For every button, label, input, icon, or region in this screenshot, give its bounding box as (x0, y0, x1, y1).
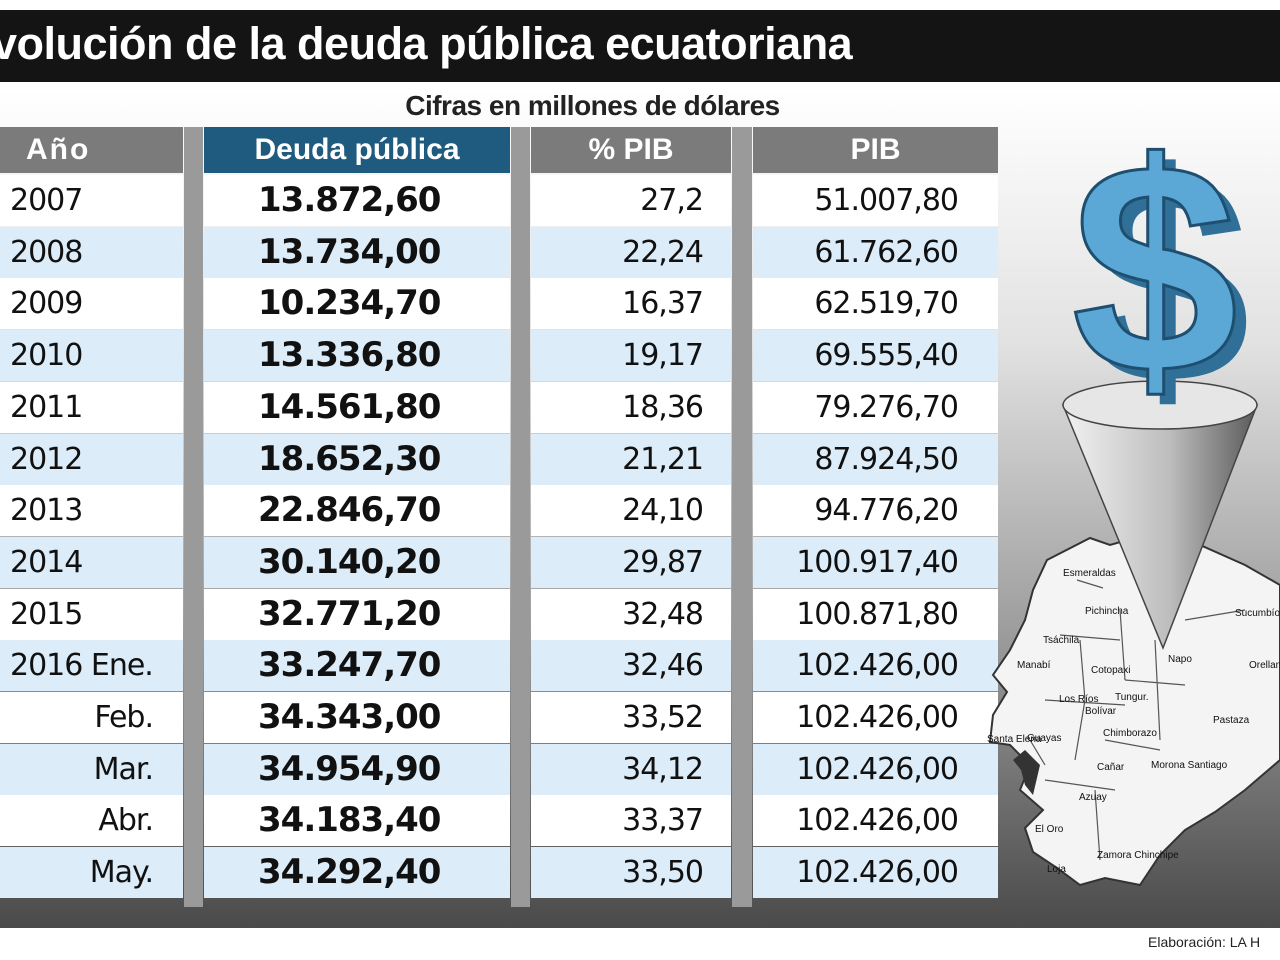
map-label: Guayas (1027, 733, 1061, 744)
column-separator (511, 127, 530, 907)
column-header-pib: PIB (753, 127, 998, 173)
table-cell-anio: 2008 (0, 227, 183, 278)
table-cell-pib-pct: 22,24 (531, 227, 731, 278)
map-label: Esmeraldas (1063, 568, 1116, 579)
table-cell-pib: 69.555,40 (753, 330, 998, 381)
table-cell-anio: 2016 Ene. (0, 640, 183, 691)
table-cell-anio: 2007 (0, 175, 183, 226)
map-label: Orellana (1249, 660, 1280, 671)
map-label: Cañar (1097, 762, 1125, 773)
map-label: Loja (1047, 864, 1066, 875)
table-cell-pib: 51.007,80 (753, 175, 998, 226)
table-cell-anio: 2013 (0, 485, 183, 536)
table-cell-pib-pct: 21,21 (531, 434, 731, 485)
table-cell-pib: 102.426,00 (753, 640, 998, 691)
table-cell-anio: 2014 (0, 537, 183, 588)
table-cell-anio: 2011 (0, 382, 183, 433)
credit-text: Elaboración: LA H (1148, 934, 1261, 950)
map-label: El Oro (1035, 824, 1064, 835)
ecuador-map-icon (988, 533, 1280, 887)
table-cell-pib-pct: 34,12 (531, 744, 731, 795)
map-label: Tungur. (1115, 692, 1149, 703)
table-cell-pib: 102.426,00 (753, 795, 998, 846)
table-cell-deuda: 34.954,90 (204, 744, 510, 795)
table-cell-pib-pct: 29,87 (531, 537, 731, 588)
map-label: Napo (1168, 654, 1192, 665)
dollar-sign-icon: $ $ (1070, 140, 1251, 446)
table-cell-deuda: 33.247,70 (204, 640, 510, 691)
table-cell-pib-pct: 19,17 (531, 330, 731, 381)
table-cell-pib-pct: 32,46 (531, 640, 731, 691)
table-cell-pib: 100.917,40 (753, 537, 998, 588)
table-cell-deuda: 30.140,20 (204, 537, 510, 588)
map-label: Morona Santiago (1151, 760, 1228, 771)
chart-title: volución de la deuda pública ecuatoriana (0, 18, 853, 69)
title-bar (0, 10, 1280, 82)
map-label: Tsáchila (1043, 635, 1080, 646)
table-cell-deuda: 32.771,20 (204, 589, 510, 640)
table-cell-anio: May. (0, 847, 183, 898)
table-cell-anio: Abr. (0, 795, 183, 846)
map-label: Manabí (1017, 660, 1051, 671)
map-label: Zamora Chinchipe (1097, 850, 1179, 861)
funnel-cone-icon (1061, 380, 1259, 651)
table-cell-pib-pct: 18,36 (531, 382, 731, 433)
column-header-anio: Año (0, 127, 183, 173)
table-cell-pib-pct: 33,50 (531, 847, 731, 898)
table-cell-deuda: 22.846,70 (204, 485, 510, 536)
map-label: Cotopaxi (1091, 665, 1130, 676)
column-header-deuda: Deuda pública (204, 127, 510, 173)
table-cell-pib: 102.426,00 (753, 847, 998, 898)
table-cell-deuda: 13.336,80 (204, 330, 510, 381)
table-cell-deuda: 10.234,70 (204, 278, 510, 329)
table-cell-deuda: 34.343,00 (204, 692, 510, 743)
map-label: Santa Elena (987, 734, 1042, 745)
table-cell-deuda: 13.734,00 (204, 227, 510, 278)
table-cell-anio: 2010 (0, 330, 183, 381)
chart-subtitle: Cifras en millones de dólares (405, 90, 780, 121)
svg-text:$: $ (1072, 140, 1239, 436)
table-cell-anio: Mar. (0, 744, 183, 795)
svg-text:$: $ (1084, 140, 1251, 446)
table-cell-deuda: 34.183,40 (204, 795, 510, 846)
table-cell-deuda: 18.652,30 (204, 434, 510, 485)
map-label: Pichincha (1085, 606, 1129, 617)
table-cell-deuda: 14.561,80 (204, 382, 510, 433)
table-cell-deuda: 13.872,60 (204, 175, 510, 226)
table-cell-pib: 79.276,70 (753, 382, 998, 433)
table-cell-anio: Feb. (0, 692, 183, 743)
debt-illustration: Esmeraldas Pichincha Sucumbíos Tsáchila … (987, 140, 1280, 887)
table-cell-pib-pct: 33,37 (531, 795, 731, 846)
table-cell-pib-pct: 16,37 (531, 278, 731, 329)
table-cell-pib-pct: 24,10 (531, 485, 731, 536)
table-cell-deuda: 34.292,40 (204, 847, 510, 898)
table-cell-anio: 2009 (0, 278, 183, 329)
table-cell-pib: 61.762,60 (753, 227, 998, 278)
table-cell-pib: 87.924,50 (753, 434, 998, 485)
table-cell-pib: 94.776,20 (753, 485, 998, 536)
column-header-pib-pct: % PIB (531, 127, 731, 173)
table-cell-anio: 2015 (0, 589, 183, 640)
map-label: Los Ríos (1059, 694, 1098, 705)
map-label: Bolívar (1085, 706, 1117, 717)
table-cell-pib-pct: 32,48 (531, 589, 731, 640)
table-cell-pib-pct: 27,2 (531, 175, 731, 226)
table-cell-pib: 100.871,80 (753, 589, 998, 640)
table-cell-pib: 62.519,70 (753, 278, 998, 329)
map-label: Chimborazo (1103, 728, 1157, 739)
column-separator (732, 127, 752, 907)
column-separator (184, 127, 203, 907)
map-label: Sucumbíos (1235, 608, 1280, 619)
map-label: Azuay (1079, 792, 1107, 803)
map-label: Pastaza (1213, 715, 1250, 726)
map-region-labels: Esmeraldas Pichincha Sucumbíos Tsáchila … (987, 568, 1280, 875)
table-cell-pib-pct: 33,52 (531, 692, 731, 743)
table-cell-anio: 2012 (0, 434, 183, 485)
table-cell-pib: 102.426,00 (753, 744, 998, 795)
table-cell-pib: 102.426,00 (753, 692, 998, 743)
